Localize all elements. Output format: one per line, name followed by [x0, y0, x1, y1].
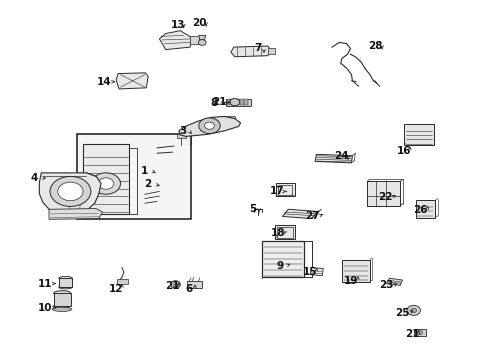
Bar — [235, 99, 239, 105]
Ellipse shape — [59, 276, 72, 280]
Text: 8: 8 — [210, 98, 218, 108]
Bar — [226, 99, 230, 105]
Bar — [77, 134, 191, 219]
Circle shape — [58, 182, 83, 201]
Bar — [366, 181, 399, 206]
Text: 22: 22 — [378, 192, 392, 202]
Text: 7: 7 — [253, 43, 261, 53]
Text: 3: 3 — [179, 126, 186, 136]
Text: 2: 2 — [144, 179, 152, 189]
Bar — [413, 329, 425, 337]
Text: 1: 1 — [141, 166, 148, 176]
Circle shape — [204, 122, 214, 129]
Text: 9: 9 — [276, 261, 283, 271]
Text: 17: 17 — [270, 186, 285, 197]
Circle shape — [229, 99, 239, 106]
Polygon shape — [386, 278, 402, 285]
Bar — [117, 279, 127, 284]
Circle shape — [406, 305, 420, 315]
Circle shape — [416, 330, 422, 335]
Text: 28: 28 — [368, 41, 382, 51]
Bar — [83, 144, 129, 214]
Polygon shape — [282, 209, 317, 219]
Bar — [244, 99, 247, 105]
Bar — [231, 99, 234, 105]
Text: 21: 21 — [404, 329, 419, 339]
Bar — [278, 185, 291, 195]
Bar — [267, 48, 275, 54]
Ellipse shape — [54, 303, 71, 308]
Polygon shape — [39, 173, 101, 214]
Polygon shape — [314, 154, 352, 163]
Text: 21: 21 — [165, 282, 180, 292]
Text: 18: 18 — [270, 228, 284, 238]
Circle shape — [50, 176, 91, 206]
Bar — [177, 134, 186, 138]
Ellipse shape — [52, 307, 72, 311]
Polygon shape — [49, 208, 102, 219]
Bar — [190, 36, 199, 44]
Circle shape — [410, 308, 416, 312]
Text: 4: 4 — [31, 173, 38, 183]
Bar — [261, 241, 304, 277]
Bar — [224, 116, 234, 120]
Bar — [276, 183, 294, 196]
Text: 10: 10 — [38, 303, 52, 313]
Bar — [274, 225, 294, 239]
Circle shape — [198, 40, 205, 45]
Polygon shape — [159, 31, 192, 50]
Text: 27: 27 — [305, 211, 319, 221]
Polygon shape — [179, 116, 240, 136]
Text: 19: 19 — [344, 276, 358, 286]
Text: 25: 25 — [394, 308, 409, 318]
Circle shape — [91, 173, 120, 194]
Text: 6: 6 — [184, 284, 192, 294]
Text: 14: 14 — [97, 77, 112, 87]
Text: 16: 16 — [396, 147, 410, 157]
Bar — [403, 124, 433, 145]
Bar — [54, 293, 71, 306]
Bar — [225, 99, 251, 106]
Text: 13: 13 — [170, 19, 185, 30]
Ellipse shape — [54, 291, 71, 296]
Bar — [172, 284, 178, 287]
Bar — [187, 282, 201, 288]
Text: 15: 15 — [302, 267, 317, 277]
Circle shape — [98, 178, 114, 189]
Text: 20: 20 — [192, 18, 206, 28]
Polygon shape — [116, 73, 148, 89]
Circle shape — [170, 281, 180, 288]
Text: 26: 26 — [412, 205, 427, 215]
Bar — [59, 278, 72, 287]
Bar — [415, 201, 434, 217]
Polygon shape — [199, 35, 205, 40]
Polygon shape — [230, 46, 271, 57]
Text: 5: 5 — [249, 204, 256, 214]
Ellipse shape — [59, 285, 72, 289]
Bar — [276, 227, 292, 238]
Circle shape — [199, 118, 220, 134]
Bar — [240, 99, 243, 105]
Text: 12: 12 — [108, 284, 122, 294]
Text: 24: 24 — [334, 151, 348, 161]
Text: 11: 11 — [38, 279, 52, 289]
Text: 21: 21 — [211, 97, 226, 107]
Bar — [341, 260, 369, 282]
Text: 23: 23 — [379, 280, 393, 291]
Polygon shape — [309, 267, 323, 276]
